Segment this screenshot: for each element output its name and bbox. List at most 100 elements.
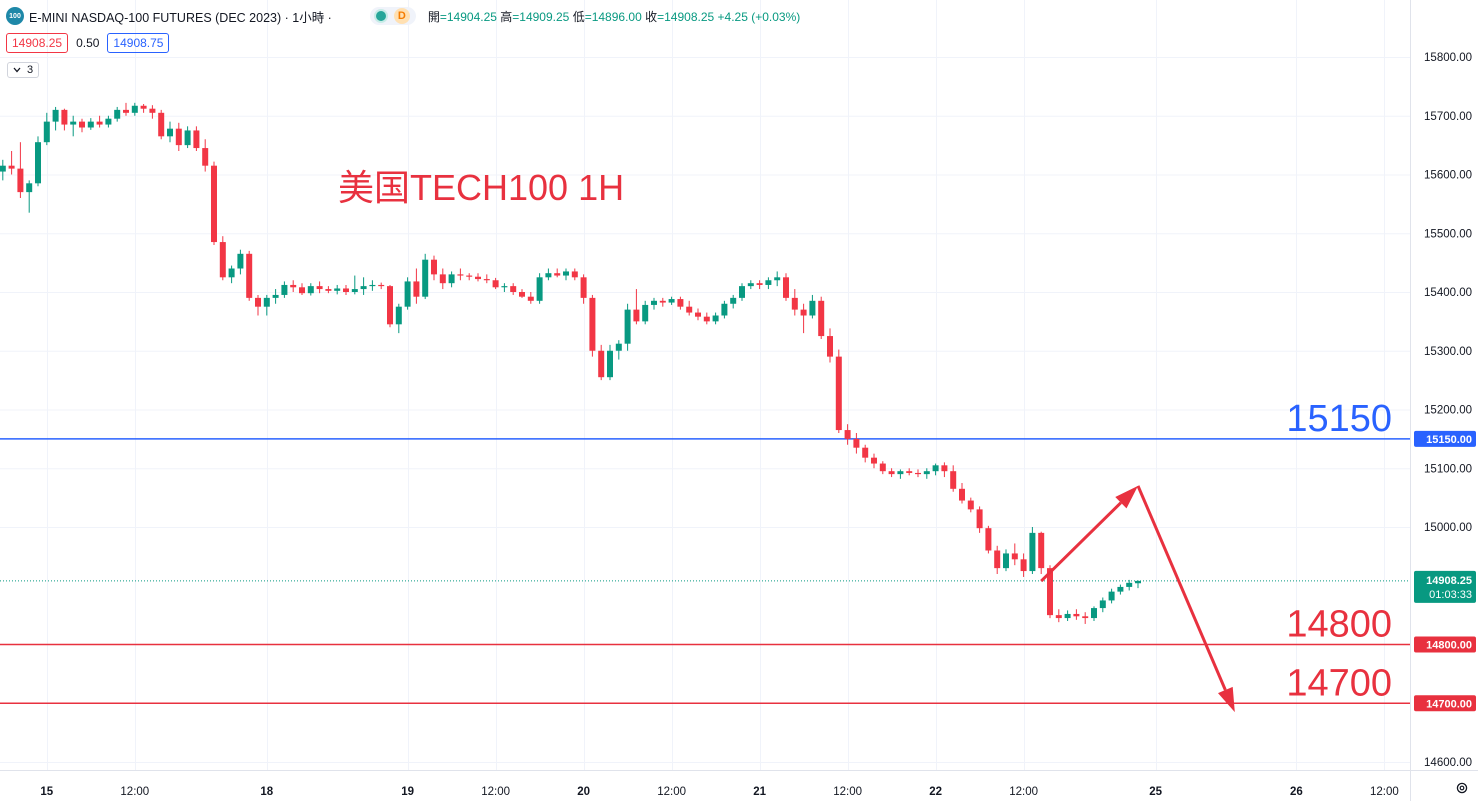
high-label: 高 xyxy=(500,9,513,24)
price-axis[interactable]: 15800.00 15700.00 15600.00 15500.00 15400.00… xyxy=(1414,52,1476,769)
candle-body xyxy=(615,343,622,351)
candle xyxy=(607,344,613,381)
candle xyxy=(1055,609,1062,623)
candle-body xyxy=(299,287,305,294)
gear-icon[interactable] xyxy=(1455,781,1469,795)
candle xyxy=(413,268,420,304)
candle xyxy=(281,281,288,298)
chevron-down-icon xyxy=(13,67,21,73)
candle-body xyxy=(598,350,605,378)
candle xyxy=(659,297,666,307)
candle-body xyxy=(193,130,200,149)
time-tick-label: 19 xyxy=(401,786,414,798)
candle-body xyxy=(316,286,323,290)
candle xyxy=(994,545,1001,574)
candle-body xyxy=(950,471,957,489)
candle-body xyxy=(686,306,693,313)
market-open-dot-icon xyxy=(375,11,386,21)
candle-body xyxy=(536,277,543,301)
time-axis[interactable]: 15 12:00 18 19 12:00 20 12:00 21 12:00 22 12:00 25 2… xyxy=(40,786,1398,798)
candle-body xyxy=(695,312,701,317)
candle xyxy=(747,280,754,290)
candle xyxy=(677,296,684,310)
candle xyxy=(835,349,842,433)
candle-body xyxy=(774,277,781,281)
candle xyxy=(140,104,147,113)
symbol-header: 100 E-MINI NASDAQ-100 FUTURES (DEC 2023)… xyxy=(6,5,800,27)
candle xyxy=(827,328,833,363)
candle-body xyxy=(149,108,156,113)
candle xyxy=(1020,553,1027,577)
candle-body xyxy=(580,277,587,298)
candle xyxy=(70,115,77,137)
price-tick-label: 15700.00 xyxy=(1424,111,1472,123)
candle-body xyxy=(563,271,569,276)
candle xyxy=(1011,543,1018,566)
projection-up-arrow-head xyxy=(1115,485,1138,509)
ohlc-values: 開=14904.25 高=14909.25 低=14896.00 收=14908… xyxy=(428,8,800,25)
candle-body xyxy=(571,271,578,278)
candle-body xyxy=(448,274,455,284)
candle-body xyxy=(501,286,508,288)
candle xyxy=(791,289,798,316)
candle-body xyxy=(395,306,402,325)
candle xyxy=(853,433,860,454)
price-tick-label: 15300.00 xyxy=(1424,346,1472,358)
candle-body xyxy=(923,471,930,475)
candle xyxy=(96,115,103,128)
candle-body xyxy=(941,465,948,472)
candle xyxy=(959,482,965,504)
candle-body xyxy=(307,286,314,294)
candle xyxy=(783,273,789,301)
symbol-title[interactable]: E-MINI NASDAQ-100 FUTURES (DEC 2023) · 1… xyxy=(29,10,332,25)
candle xyxy=(712,312,719,325)
time-tick-label: 12:00 xyxy=(1009,786,1038,798)
trade-price-bar: 14908.25 0.50 14908.75 xyxy=(6,33,170,53)
price-tick-label: 14600.00 xyxy=(1424,757,1472,769)
sell-price-button[interactable]: 14908.25 xyxy=(6,33,69,53)
candle-body xyxy=(26,183,33,193)
candle-body xyxy=(545,273,552,278)
candle-body xyxy=(800,309,807,316)
candle-body xyxy=(1020,559,1027,572)
close-value: =14908.25 xyxy=(657,9,715,24)
buy-price-button[interactable]: 14908.75 xyxy=(107,33,170,53)
candle xyxy=(422,253,429,300)
candle xyxy=(475,273,481,282)
price-tick-label: 15500.00 xyxy=(1424,228,1472,240)
close-label: 收 xyxy=(645,9,658,24)
candle xyxy=(149,105,156,119)
open-label: 開 xyxy=(427,9,440,24)
candle xyxy=(1108,588,1115,604)
candle-body xyxy=(703,316,710,322)
candle xyxy=(765,277,772,290)
candle-body xyxy=(351,289,358,292)
candle xyxy=(580,274,587,304)
candle xyxy=(8,151,15,175)
candle-body xyxy=(1029,532,1036,572)
candle-body xyxy=(510,286,517,292)
candle-body xyxy=(712,315,719,322)
candle-body xyxy=(1055,615,1062,619)
candle-body xyxy=(959,488,965,501)
candle-body xyxy=(272,294,279,298)
candle-body xyxy=(0,165,6,172)
candle xyxy=(61,108,68,131)
symbol-logo[interactable]: 100 xyxy=(6,7,24,25)
candle xyxy=(184,126,191,149)
candle-body xyxy=(167,128,173,137)
candle xyxy=(219,236,226,281)
market-status[interactable]: D xyxy=(369,7,416,25)
candle xyxy=(554,268,561,278)
candle-body xyxy=(1126,582,1133,587)
indicators-collapse-button[interactable]: 3 xyxy=(7,62,40,78)
candle xyxy=(536,273,543,304)
candle-body xyxy=(43,121,50,143)
candle-body xyxy=(255,297,261,307)
candle-body xyxy=(8,165,15,169)
candle xyxy=(1091,606,1097,621)
candle xyxy=(43,112,50,146)
candle xyxy=(1126,579,1133,591)
